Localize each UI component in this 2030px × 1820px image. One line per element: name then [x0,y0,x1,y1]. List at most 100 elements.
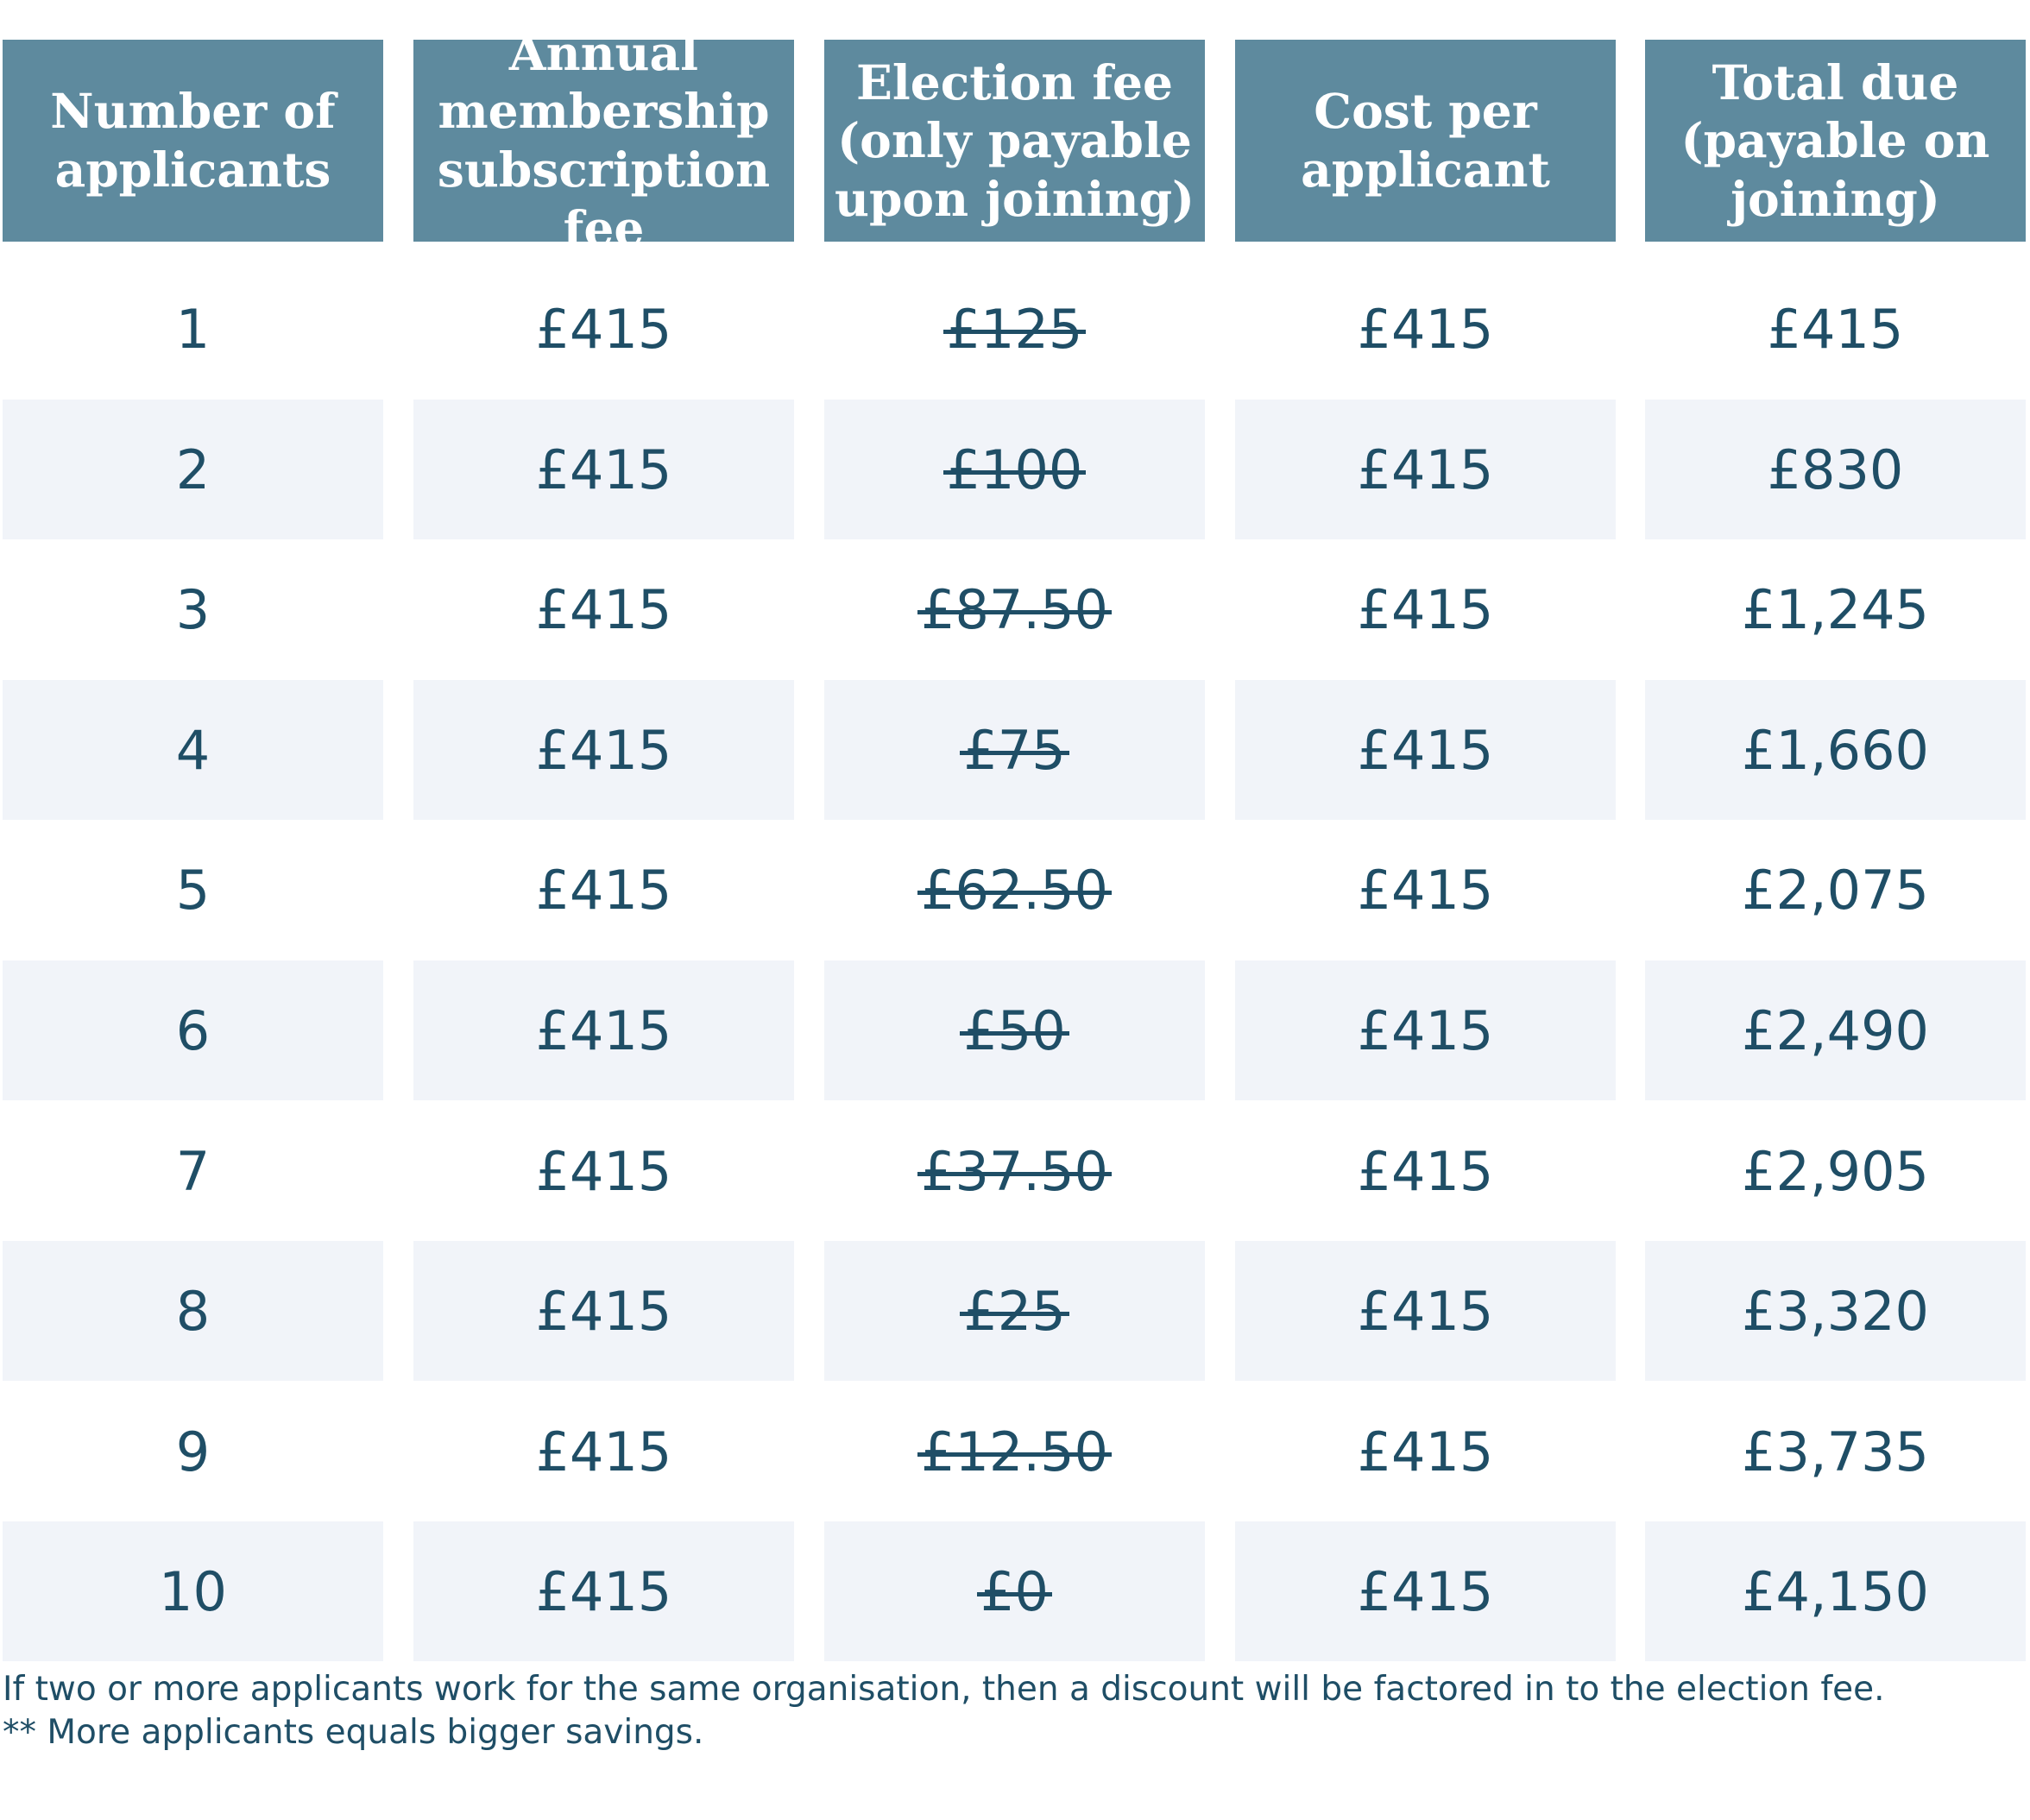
header-total-due: Total due (payable on joining) [1645,40,2026,242]
header-election-fee: Election fee (only payable upon joining) [824,40,1205,242]
annual-fee-cell: £415 [413,680,794,820]
cell-value: £415 [535,1420,672,1483]
election-fee-cell: £75 [824,680,1205,820]
table-row: 3 £415 £87.50 £415 £1,245 [3,539,2026,679]
applicants-cell: 7 [3,1101,383,1241]
election-fee-cell: £87.50 [824,539,1205,679]
annual-fee-cell: £415 [413,820,794,960]
cell-value: £415 [1357,577,1494,641]
cell-value: £415 [1357,438,1494,501]
cell-value: £415 [1357,297,1494,361]
table-row: 10 £415 £0 £415 £4,150 [3,1521,2026,1661]
annual-fee-cell: £415 [413,400,794,539]
cell-value: £415 [535,858,672,922]
struck-election-fee: £75 [960,718,1070,782]
applicants-cell: 9 [3,1382,383,1521]
cell-value: £415 [1357,1420,1494,1483]
applicants-cell: 10 [3,1521,383,1661]
cell-value: £3,320 [1742,1279,1929,1343]
election-fee-cell: £25 [824,1241,1205,1381]
footnotes: If two or more applicants work for the s… [3,1668,2022,1754]
cost-per-applicant-cell: £415 [1235,539,1616,679]
cell-value: 5 [175,858,211,922]
election-fee-cell: £37.50 [824,1101,1205,1241]
header-annual-membership-fee: Annual membership subscription fee [413,25,794,256]
struck-election-fee: £0 [977,1559,1052,1623]
annual-fee-cell: £415 [413,1241,794,1381]
cell-value: £1,660 [1742,718,1929,782]
cell-value: £415 [535,718,672,782]
election-fee-cell: £50 [824,960,1205,1100]
cell-value: £1,245 [1742,577,1929,641]
cell-value: £415 [1357,1559,1494,1623]
applicants-cell: 5 [3,820,383,960]
cost-per-applicant-cell: £415 [1235,400,1616,539]
total-due-cell: £1,660 [1645,680,2026,820]
cost-per-applicant-cell: £415 [1235,1521,1616,1661]
cell-value: 10 [159,1559,227,1623]
cell-value: £2,075 [1742,858,1929,922]
struck-election-fee: £87.50 [917,577,1112,641]
election-fee-cell: £62.50 [824,820,1205,960]
annual-fee-cell: £415 [413,1521,794,1661]
cell-value: £830 [1767,438,1904,501]
cell-value: £415 [535,297,672,361]
annual-fee-cell: £415 [413,259,794,399]
cell-value: 3 [175,577,211,641]
cell-value: £415 [1357,998,1494,1062]
cell-value: £415 [1357,1139,1494,1203]
table-row: 1 £415 £125 £415 £415 [3,259,2026,399]
annual-fee-cell: £415 [413,1382,794,1521]
applicants-cell: 6 [3,960,383,1100]
cell-value: 4 [175,718,211,782]
total-due-cell: £3,735 [1645,1382,2026,1521]
cell-value: £415 [1767,297,1904,361]
cell-value: £415 [535,1139,672,1203]
cell-value: £415 [535,577,672,641]
cell-value: 7 [175,1139,211,1203]
applicants-cell: 8 [3,1241,383,1381]
election-fee-cell: £12.50 [824,1382,1205,1521]
cell-value: £415 [1357,858,1494,922]
cell-value: 2 [175,438,211,501]
header-number-of-applicants: Number of applicants [3,40,383,242]
table-row: 6 £415 £50 £415 £2,490 [3,960,2026,1100]
total-due-cell: £2,075 [1645,820,2026,960]
struck-election-fee: £100 [942,438,1087,501]
total-due-cell: £415 [1645,259,2026,399]
annual-fee-cell: £415 [413,539,794,679]
struck-election-fee: £62.50 [917,858,1112,922]
election-fee-cell: £125 [824,259,1205,399]
cell-value: £415 [1357,718,1494,782]
table-row: 2 £415 £100 £415 £830 [3,400,2026,539]
annual-fee-cell: £415 [413,960,794,1100]
cost-per-applicant-cell: £415 [1235,1382,1616,1521]
cost-per-applicant-cell: £415 [1235,1101,1616,1241]
total-due-cell: £4,150 [1645,1521,2026,1661]
table-row: 4 £415 £75 £415 £1,660 [3,680,2026,820]
struck-election-fee: £37.50 [917,1139,1112,1203]
annual-fee-cell: £415 [413,1101,794,1241]
table-row: 9 £415 £12.50 £415 £3,735 [3,1382,2026,1521]
cell-value: £415 [535,998,672,1062]
election-fee-cell: £100 [824,400,1205,539]
total-due-cell: £2,905 [1645,1101,2026,1241]
cost-per-applicant-cell: £415 [1235,820,1616,960]
cell-value: £415 [1357,1279,1494,1343]
election-fee-cell: £0 [824,1521,1205,1661]
struck-election-fee: £25 [960,1279,1070,1343]
applicants-cell: 3 [3,539,383,679]
total-due-cell: £1,245 [1645,539,2026,679]
cell-value: £2,905 [1742,1139,1929,1203]
applicants-cell: 2 [3,400,383,539]
cost-per-applicant-cell: £415 [1235,259,1616,399]
cell-value: £415 [535,1279,672,1343]
struck-election-fee: £50 [960,998,1070,1062]
applicants-cell: 1 [3,259,383,399]
header-cost-per-applicant: Cost per applicant [1235,40,1616,242]
total-due-cell: £3,320 [1645,1241,2026,1381]
applicants-cell: 4 [3,680,383,820]
total-due-cell: £830 [1645,400,2026,539]
table-row: 5 £415 £62.50 £415 £2,075 [3,820,2026,960]
cell-value: £4,150 [1742,1559,1929,1623]
